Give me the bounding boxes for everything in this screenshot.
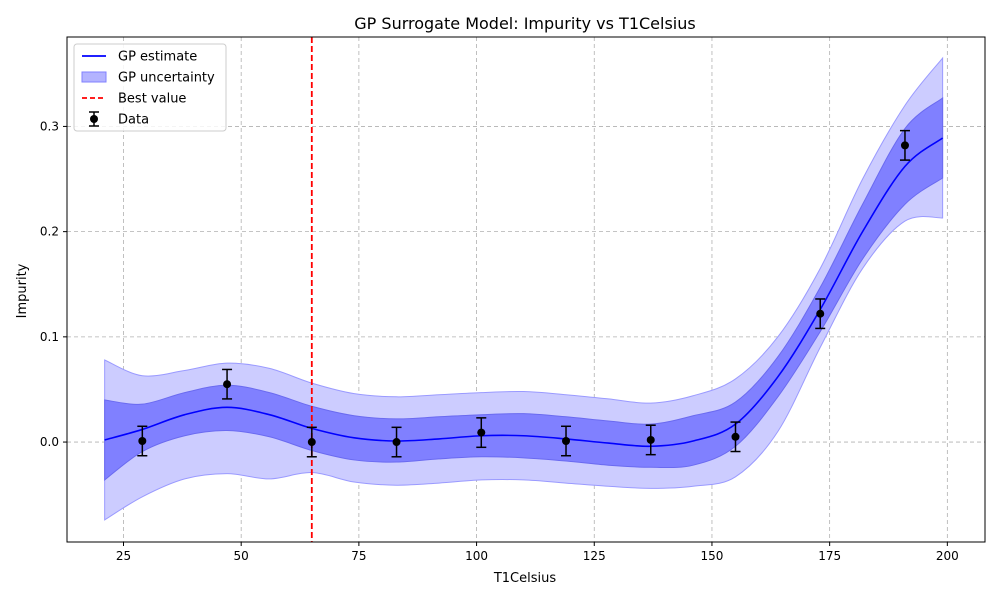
y-axis-label: Impurity	[15, 263, 30, 318]
data-point	[645, 424, 656, 456]
x-tick-label: 75	[351, 549, 366, 563]
legend-patch	[81, 71, 107, 83]
x-tick-label: 125	[583, 549, 606, 563]
x-tick-label: 100	[465, 549, 488, 563]
data-marker	[562, 437, 571, 445]
data-marker	[816, 309, 825, 318]
data-point	[730, 421, 741, 453]
x-tick-label: 25	[116, 549, 131, 563]
data-marker	[477, 428, 486, 437]
y-tick-label: 0.2	[40, 225, 59, 239]
data-point	[899, 129, 910, 161]
legend-symbol-data	[89, 111, 99, 127]
data-marker	[900, 141, 909, 150]
plot-frame	[66, 36, 986, 543]
x-tick-label: 50	[234, 549, 249, 563]
data-marker	[223, 380, 232, 389]
legend-box	[73, 43, 227, 132]
x-tick-label: 175	[818, 549, 841, 563]
data-marker	[138, 437, 147, 445]
data-marker	[646, 435, 655, 444]
y-tick-label: 0.0	[40, 435, 59, 449]
data-point	[561, 425, 572, 457]
y-axis-ticks: 0.0 0.1 0.2 0.3	[40, 119, 67, 449]
data-point	[222, 368, 233, 400]
data-marker	[731, 432, 740, 441]
legend-symbol-band	[81, 71, 107, 83]
legend-label: GP estimate	[118, 50, 197, 65]
legend-marker	[90, 115, 98, 123]
x-axis-label: T1Celsius	[493, 571, 557, 586]
x-tick-label: 150	[701, 549, 724, 563]
data-marker	[392, 438, 401, 447]
data-point	[815, 298, 826, 330]
legend: GP estimate GP uncertainty Best value Data	[73, 43, 227, 132]
data-points	[137, 129, 910, 458]
data-point	[306, 426, 317, 458]
grid	[67, 37, 985, 542]
data-point	[137, 425, 148, 457]
legend-label: Data	[118, 113, 149, 128]
uncertainty-bands	[104, 56, 944, 521]
y-tick-label: 0.3	[40, 119, 59, 133]
legend-label: GP uncertainty	[118, 71, 215, 86]
y-tick-label: 0.1	[40, 330, 59, 344]
x-axis-ticks: 25 50 75 100 125 150 175 200	[116, 542, 959, 563]
data-point	[391, 426, 402, 458]
legend-label: Best value	[118, 92, 186, 107]
data-marker	[307, 438, 316, 447]
chart-title: GP Surrogate Model: Impurity vs T1Celsiu…	[354, 14, 695, 33]
data-point	[476, 417, 487, 449]
x-tick-label: 200	[936, 549, 959, 563]
